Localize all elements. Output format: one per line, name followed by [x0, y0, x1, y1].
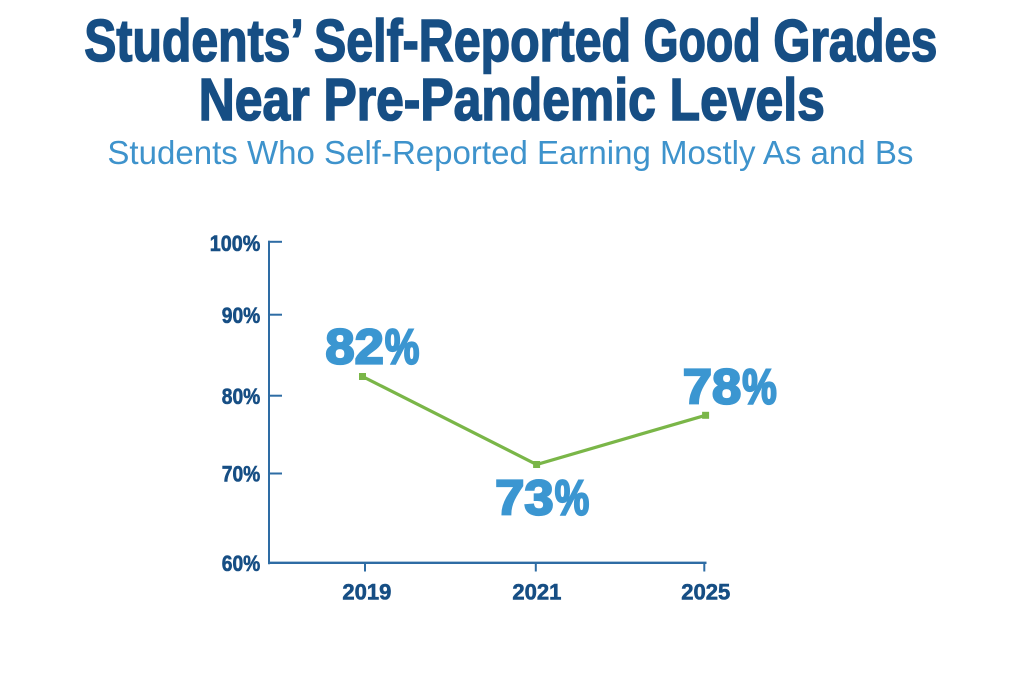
svg-text:Self-Reported: Self-Reported: [314, 7, 631, 74]
svg-text:90%: 90%: [222, 303, 261, 328]
svg-text:Grades: Grades: [773, 7, 937, 74]
svg-text:60%: 60%: [222, 551, 261, 576]
svg-text:78%: 78%: [683, 360, 777, 414]
svg-text:73%: 73%: [495, 472, 589, 526]
svg-text:82%: 82%: [325, 320, 419, 374]
svg-text:Good: Good: [644, 7, 761, 74]
svg-text:100%: 100%: [210, 231, 261, 256]
svg-text:Near Pre-Pandemic Levels: Near Pre-Pandemic Levels: [199, 66, 825, 133]
svg-text:Students Who Self-Reported Ear: Students Who Self-Reported Earning Mostl…: [107, 134, 913, 171]
svg-text:Students’: Students’: [84, 7, 303, 74]
svg-text:70%: 70%: [222, 462, 261, 487]
svg-text:2025: 2025: [681, 579, 730, 604]
svg-text:80%: 80%: [222, 384, 261, 409]
svg-text:2019: 2019: [342, 579, 391, 604]
svg-text:2021: 2021: [512, 579, 561, 604]
